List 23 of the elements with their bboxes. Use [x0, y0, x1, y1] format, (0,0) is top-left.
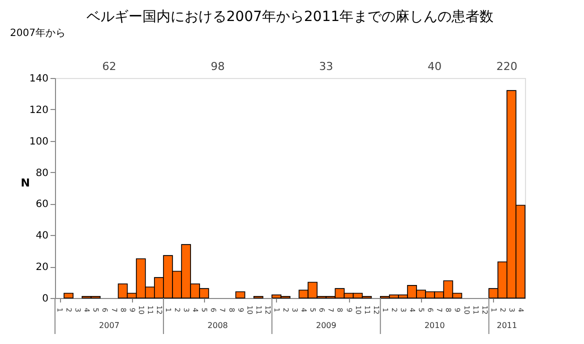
text: 220	[496, 60, 518, 73]
text: 62	[102, 60, 116, 73]
text: 2011	[496, 321, 518, 330]
y-tick-label: 40	[36, 230, 48, 242]
text: 2010	[424, 321, 445, 330]
text: 2007	[99, 321, 120, 330]
text: 2008	[208, 321, 228, 330]
y-tick-label: 120	[29, 104, 48, 116]
y-tick-label: 60	[36, 199, 48, 210]
text: 2009	[316, 321, 336, 330]
y-tick-label: 140	[29, 74, 48, 84]
text: 33	[319, 60, 334, 73]
text: 40	[428, 60, 442, 73]
bar	[64, 292, 74, 298]
bar	[235, 291, 246, 298]
y-tick-label: 100	[29, 136, 48, 148]
y-tick-label: 0	[42, 294, 48, 304]
text: 98	[210, 60, 225, 73]
y-tick-label: 20	[36, 262, 48, 274]
y-axis-title: N	[20, 176, 30, 190]
text: 2007年から	[10, 27, 66, 39]
chart-title: ベルギー国内における2007年から2011年までの麻しんの患者数	[86, 9, 494, 25]
y-tick-label: 80	[36, 168, 48, 179]
